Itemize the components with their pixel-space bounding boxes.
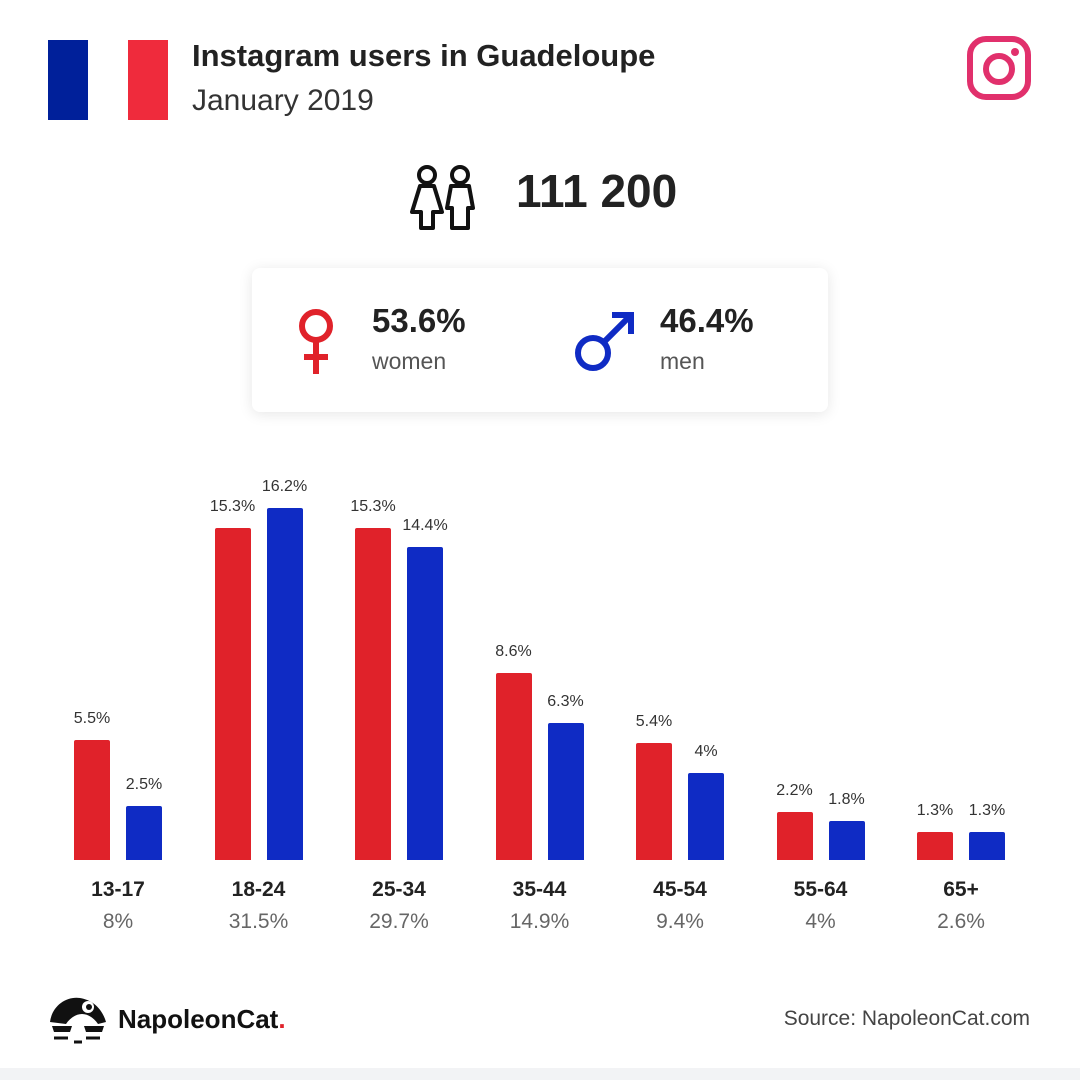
bar-label-women-18-24: 15.3% — [209, 497, 256, 515]
male-symbol-icon — [575, 312, 634, 371]
category-label-13-17: 13-17 — [91, 878, 145, 901]
bar-label-men-25-34: 14.4% — [402, 517, 448, 535]
bar-men-35-44 — [547, 723, 584, 860]
users-icon — [410, 165, 475, 230]
age-gender-bar-chart: 5.5% 2.5% 13-17 8% 15.3% 16.2% 18-24 31.5% 15.3%… — [0, 460, 1080, 950]
instagram-icon — [967, 36, 1031, 100]
country-flag — [48, 40, 168, 120]
women-label: women — [372, 348, 447, 374]
bar-label-men-18-24: 16.2% — [261, 478, 308, 495]
flag-stripe-red — [128, 40, 168, 120]
bar-women-45-54 — [636, 742, 672, 860]
category-label-35-44: 35-44 — [512, 878, 567, 901]
bar-men-65+ — [969, 831, 1005, 860]
bar-women-55-64 — [776, 812, 813, 860]
bar-men-45-54 — [688, 773, 724, 860]
category-label-65+: 65+ — [943, 878, 979, 901]
category-label-55-64: 55-64 — [793, 878, 848, 901]
page-title: Instagram users in Guadeloupe — [192, 38, 656, 73]
bar-label-women-55-64: 2.2% — [776, 782, 813, 800]
category-total-65+: 2.6% — [937, 910, 985, 933]
men-percent: 46.4% — [660, 302, 754, 339]
bar-men-55-64 — [828, 820, 865, 860]
bar-label-men-55-64: 1.8% — [828, 790, 865, 808]
category-label-25-34: 25-34 — [372, 878, 426, 901]
bar-women-18-24 — [214, 527, 251, 860]
category-total-13-17: 8% — [102, 910, 134, 933]
napoleoncat-logo: NapoleonCat. — [48, 992, 308, 1048]
bar-label-women-35-44: 8.6% — [495, 643, 532, 661]
logo-dot: . — [278, 1004, 286, 1034]
bar-men-13-17 — [126, 805, 162, 860]
flag-stripe-blue — [48, 40, 88, 120]
logo-text: NapoleonCat. — [118, 1004, 286, 1034]
category-total-18-24: 31.5% — [228, 910, 289, 933]
category-total-25-34: 29.7% — [369, 910, 429, 933]
bar-label-women-65+: 1.3% — [916, 801, 954, 819]
bar-label-men-65+: 1.3% — [968, 801, 1006, 819]
bar-men-25-34 — [407, 547, 443, 860]
total-users-value: 111 200 — [516, 165, 678, 217]
bottom-strip — [0, 1068, 1080, 1080]
women-percent: 53.6% — [372, 302, 466, 339]
page-subtitle: January 2019 — [192, 84, 374, 117]
bar-label-men-35-44: 6.3% — [547, 693, 584, 711]
bar-men-18-24 — [266, 508, 303, 860]
bar-women-35-44 — [495, 673, 532, 860]
bar-label-men-45-54: 4% — [694, 743, 718, 761]
bar-label-women-25-34: 15.3% — [350, 497, 396, 515]
category-label-45-54: 45-54 — [653, 878, 707, 901]
category-total-55-64: 4% — [805, 910, 836, 933]
bar-women-25-34 — [355, 527, 391, 860]
bar-women-13-17 — [74, 740, 110, 860]
men-label: men — [660, 348, 705, 374]
category-total-35-44: 14.9% — [509, 910, 570, 933]
gender-split-card: 53.6% women 46.4% men — [252, 268, 828, 412]
bar-label-women-13-17: 5.5% — [73, 710, 111, 728]
bar-women-65+ — [917, 831, 953, 860]
bar-label-women-45-54: 5.4% — [635, 712, 673, 730]
flag-stripe-white — [88, 40, 128, 120]
category-total-45-54: 9.4% — [656, 910, 704, 933]
source-text: Source: NapoleonCat.com — [783, 1007, 1030, 1030]
napoleoncat-logo-icon — [50, 997, 106, 1044]
female-symbol-icon — [299, 309, 333, 374]
category-label-18-24: 18-24 — [231, 878, 286, 901]
bar-label-men-13-17: 2.5% — [125, 775, 163, 793]
